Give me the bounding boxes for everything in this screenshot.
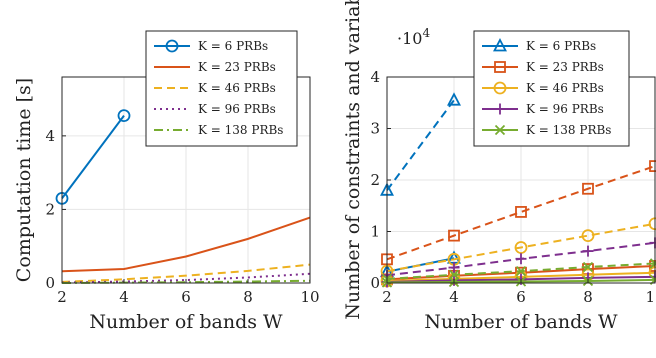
exponent-base: ·10 — [397, 29, 422, 48]
x-tick-label: 8 — [243, 288, 253, 306]
data-point-2-0-2 — [514, 241, 528, 254]
legend-marker-3 — [494, 103, 506, 115]
legend-label-4: K = 138 PRBs — [198, 123, 283, 137]
legend-marker-4 — [494, 124, 506, 136]
data-point-1-0-3 — [582, 182, 594, 195]
data-point-0-0-1 — [117, 109, 131, 123]
legend-label-1: K = 23 PRBs — [526, 60, 604, 74]
legend-marker-2 — [493, 81, 507, 95]
legend-label-2: K = 46 PRBs — [526, 81, 604, 95]
data-point-4-0-3 — [582, 261, 594, 273]
legend-label-4: K = 138 PRBs — [526, 123, 611, 137]
y-tick-label: 4 — [370, 68, 380, 86]
exponent-power: 4 — [422, 26, 430, 40]
legend-label-0: K = 6 PRBs — [526, 39, 596, 53]
data-point-0-0-1 — [447, 92, 461, 106]
series-line-1-0 — [386, 165, 656, 261]
legend-marker-1 — [494, 61, 506, 73]
x-tick-label: 4 — [449, 288, 459, 306]
y-axis-label: Number of constraints and variables — [342, 0, 364, 320]
legend-label-2: K = 46 PRBs — [198, 81, 276, 95]
y-tick-label: 1 — [370, 223, 380, 241]
legend-label-0: K = 6 PRBs — [198, 39, 268, 53]
data-point-3-0-2 — [515, 253, 527, 265]
legend-label-3: K = 96 PRBs — [526, 102, 604, 116]
x-tick-label: 2 — [57, 288, 67, 306]
y-tick-label: 0 — [370, 274, 380, 292]
y-tick-label: 3 — [370, 120, 380, 138]
legend: K = 6 PRBs K = 23 PRBs K = 46 PRBs K = 96 P… — [145, 30, 298, 147]
legend-marker-0 — [493, 38, 507, 52]
y-tick-label: 2 — [45, 200, 55, 218]
series-line-2-0 — [61, 263, 311, 283]
data-point-2-0-3 — [581, 229, 595, 243]
x-tick-label: 10 — [300, 288, 319, 306]
x-tick-label: 6 — [516, 288, 526, 306]
constraints-variables-chart: 2 4 6 8 10 0 1 2 3 4 Number of bands W Number of co… — [342, 0, 656, 333]
legend-label-3: K = 96 PRBs — [198, 102, 276, 116]
legend-label-1: K = 23 PRBs — [198, 60, 276, 74]
series-line-0-0 — [386, 99, 455, 191]
x-tick-label: 10 — [645, 288, 656, 306]
y-tick-label: 4 — [45, 127, 55, 145]
x-tick-label: 4 — [119, 288, 129, 306]
data-point-1-0-2 — [515, 206, 527, 218]
x-tick-label: 2 — [382, 288, 392, 306]
y-tick-label: 0 — [45, 274, 55, 292]
series-line-0-0 — [61, 115, 125, 199]
data-point-3-0-3 — [582, 245, 594, 257]
y-axis-label: Computation time [s] — [13, 78, 35, 282]
data-point-1-0-1 — [448, 229, 460, 242]
x-tick-label: 8 — [583, 288, 593, 306]
data-point-4-0-2 — [515, 266, 527, 277]
x-axis-label: Number of bands W — [424, 311, 618, 333]
y-exponent-label: ·104 — [397, 26, 430, 48]
series-line-1-0 — [61, 216, 311, 273]
data-point-3-0-1 — [448, 262, 460, 274]
legend-marker-0 — [165, 39, 179, 53]
x-axis-label: Number of bands W — [89, 311, 283, 333]
x-tick-label: 6 — [181, 288, 191, 306]
legend: K = 6 PRBs K = 23 PRBs K = 46 PRBs K = 96 P… — [473, 30, 630, 147]
y-tick-label: 2 — [370, 171, 380, 189]
series-line-2-0 — [386, 222, 656, 273]
